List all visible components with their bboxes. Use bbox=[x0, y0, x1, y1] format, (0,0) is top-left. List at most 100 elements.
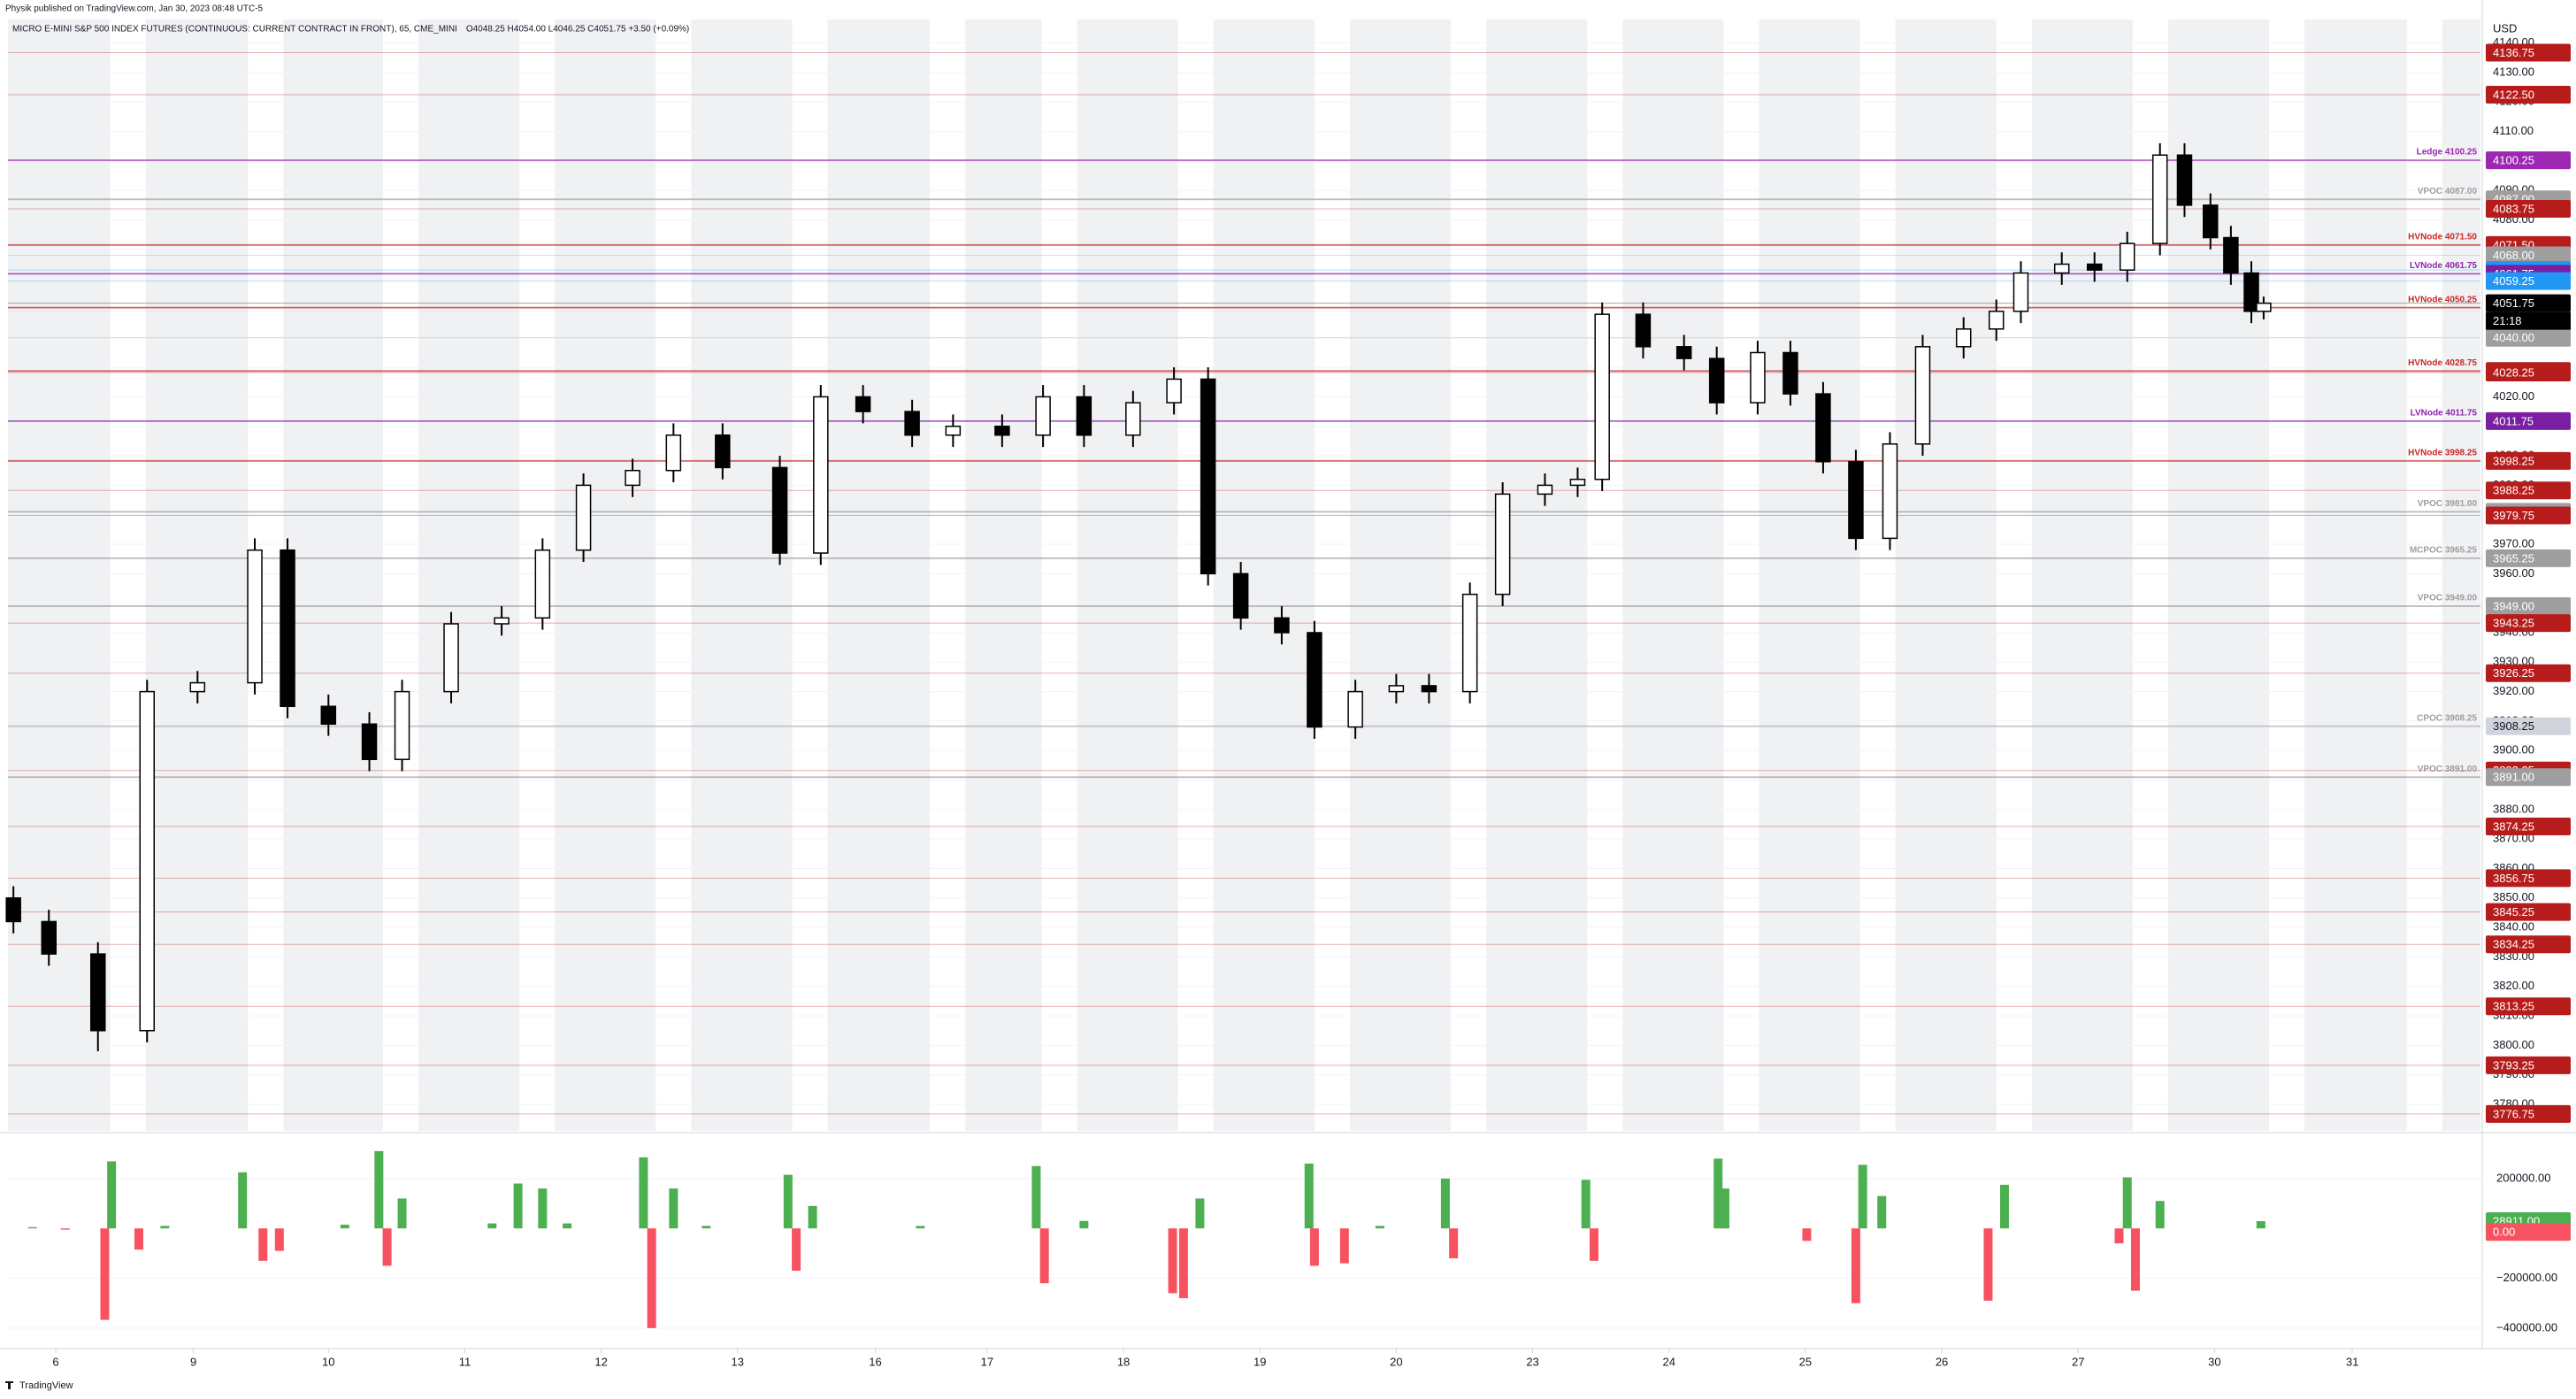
candle-body bbox=[2053, 263, 2070, 274]
x-tick-label: 13 bbox=[732, 1355, 744, 1368]
delta-bar bbox=[60, 1228, 70, 1230]
delta-bar bbox=[374, 1150, 384, 1229]
price-tag-label: 3856.75 bbox=[2493, 872, 2534, 885]
delta-bar bbox=[1339, 1228, 1349, 1264]
candle-body bbox=[1750, 351, 1766, 404]
y-tick-label: 3850.00 bbox=[2493, 890, 2534, 903]
delta-bar bbox=[1375, 1226, 1384, 1229]
countdown-bg bbox=[2486, 311, 2571, 330]
delta-bar bbox=[1581, 1180, 1591, 1229]
y-tick-label: 3920.00 bbox=[2493, 684, 2534, 697]
delta-bar bbox=[1195, 1198, 1205, 1229]
y-tick-label: 3970.00 bbox=[2493, 536, 2534, 550]
x-tick-label: 26 bbox=[1936, 1355, 1948, 1368]
delta-bar bbox=[2130, 1228, 2140, 1291]
price-tag-label: 3988.25 bbox=[2493, 484, 2534, 497]
price-tag-label: 4068.00 bbox=[2493, 249, 2534, 262]
price-tag-label: 3965.25 bbox=[2493, 551, 2534, 565]
level-label: LVNode 4061.75 bbox=[2410, 261, 2477, 271]
candle-body bbox=[715, 434, 731, 469]
delta-bar bbox=[647, 1228, 656, 1328]
price-tag-label: 4100.25 bbox=[2493, 154, 2534, 167]
candle-body bbox=[394, 690, 410, 760]
price-tag bbox=[2486, 246, 2571, 265]
price-tag-label: 4051.75 bbox=[2493, 296, 2534, 310]
delta-bar bbox=[160, 1226, 170, 1229]
candle-body bbox=[1914, 346, 1931, 445]
candle-body bbox=[1421, 685, 1438, 693]
candle-body bbox=[1955, 328, 1972, 348]
candle-body bbox=[904, 411, 920, 436]
candle-body bbox=[1307, 632, 1322, 728]
candle-body bbox=[2243, 272, 2259, 312]
level-label: CPOC 3908.25 bbox=[2417, 713, 2477, 723]
delta-bar bbox=[134, 1228, 143, 1250]
candle-body bbox=[280, 549, 295, 708]
delta-bar bbox=[1589, 1228, 1598, 1261]
y-tick-label: 4110.00 bbox=[2493, 124, 2534, 137]
price-tag bbox=[2486, 997, 2571, 1016]
delta-bar bbox=[107, 1161, 117, 1229]
delta-bar bbox=[100, 1228, 110, 1320]
x-tick-label: 25 bbox=[1799, 1355, 1812, 1368]
delta-bar bbox=[1449, 1228, 1459, 1259]
ohlc-values: O4048.25 H4054.00 L4046.25 C4051.75 +3.5… bbox=[466, 25, 689, 35]
candle-body bbox=[41, 920, 57, 955]
delta-bar bbox=[1309, 1228, 1319, 1266]
rth-band bbox=[1041, 19, 1077, 1131]
delta-bar bbox=[783, 1174, 793, 1229]
value-tag-label: 0.00 bbox=[2493, 1226, 2515, 1239]
delta-bar bbox=[1168, 1228, 1177, 1294]
candle-body bbox=[494, 617, 510, 625]
candle-body bbox=[1635, 313, 1652, 348]
delta-bar bbox=[538, 1188, 548, 1229]
x-tick-label: 9 bbox=[190, 1355, 196, 1368]
price-tag bbox=[2486, 363, 2571, 381]
rth-band bbox=[792, 19, 828, 1131]
price-tag-label: 3926.25 bbox=[2493, 666, 2534, 680]
x-tick-label: 16 bbox=[869, 1355, 881, 1368]
candle-body bbox=[1166, 378, 1182, 404]
delta-bar bbox=[1440, 1178, 1450, 1229]
delta-bar bbox=[2155, 1201, 2165, 1229]
delta-bar bbox=[2122, 1177, 2132, 1229]
price-tag-label: 4040.00 bbox=[2493, 331, 2534, 344]
y-tick-label: 3840.00 bbox=[2493, 920, 2534, 934]
level-label: LVNode 4011.75 bbox=[2411, 409, 2478, 419]
x-tick-label: 27 bbox=[2072, 1355, 2084, 1368]
y-tick-label: 3820.00 bbox=[2493, 979, 2534, 992]
candle-body bbox=[1035, 396, 1051, 436]
delta-bar bbox=[1877, 1195, 1887, 1229]
rth-band bbox=[1314, 19, 1350, 1131]
candle-body bbox=[247, 549, 263, 684]
candle-body bbox=[1125, 402, 1141, 436]
delta-bar bbox=[808, 1205, 817, 1229]
price-tag bbox=[2486, 1104, 2571, 1123]
candle-body bbox=[2151, 154, 2168, 244]
level-label: HVNode 4050.25 bbox=[2408, 295, 2477, 304]
price-tag-label: 3813.25 bbox=[2493, 1000, 2534, 1013]
price-tag-label: 4059.25 bbox=[2493, 274, 2534, 288]
x-tick-label: 10 bbox=[322, 1355, 334, 1368]
delta-bar bbox=[1983, 1228, 1993, 1301]
delta-bar bbox=[702, 1226, 711, 1229]
price-tag-label: 4136.75 bbox=[2493, 46, 2534, 59]
price-tag bbox=[2486, 481, 2571, 500]
y-tick-label: 3960.00 bbox=[2493, 566, 2534, 580]
delta-bar bbox=[639, 1157, 648, 1229]
countdown: 21:18 bbox=[2493, 314, 2522, 327]
price-tag bbox=[2486, 411, 2571, 430]
candle-body bbox=[1988, 311, 2005, 330]
price-tag bbox=[2486, 272, 2571, 290]
candle-body bbox=[1232, 573, 1249, 619]
candle-body bbox=[1537, 484, 1553, 496]
rth-band bbox=[382, 19, 419, 1131]
candle-body bbox=[1076, 396, 1092, 436]
price-tag-label: 3891.00 bbox=[2493, 771, 2534, 784]
price-tag bbox=[2486, 85, 2571, 104]
delta-bar bbox=[1178, 1228, 1188, 1299]
price-tag-label: 3874.25 bbox=[2493, 819, 2534, 833]
delta-bar bbox=[1714, 1158, 1723, 1229]
x-tick-label: 6 bbox=[52, 1355, 58, 1368]
